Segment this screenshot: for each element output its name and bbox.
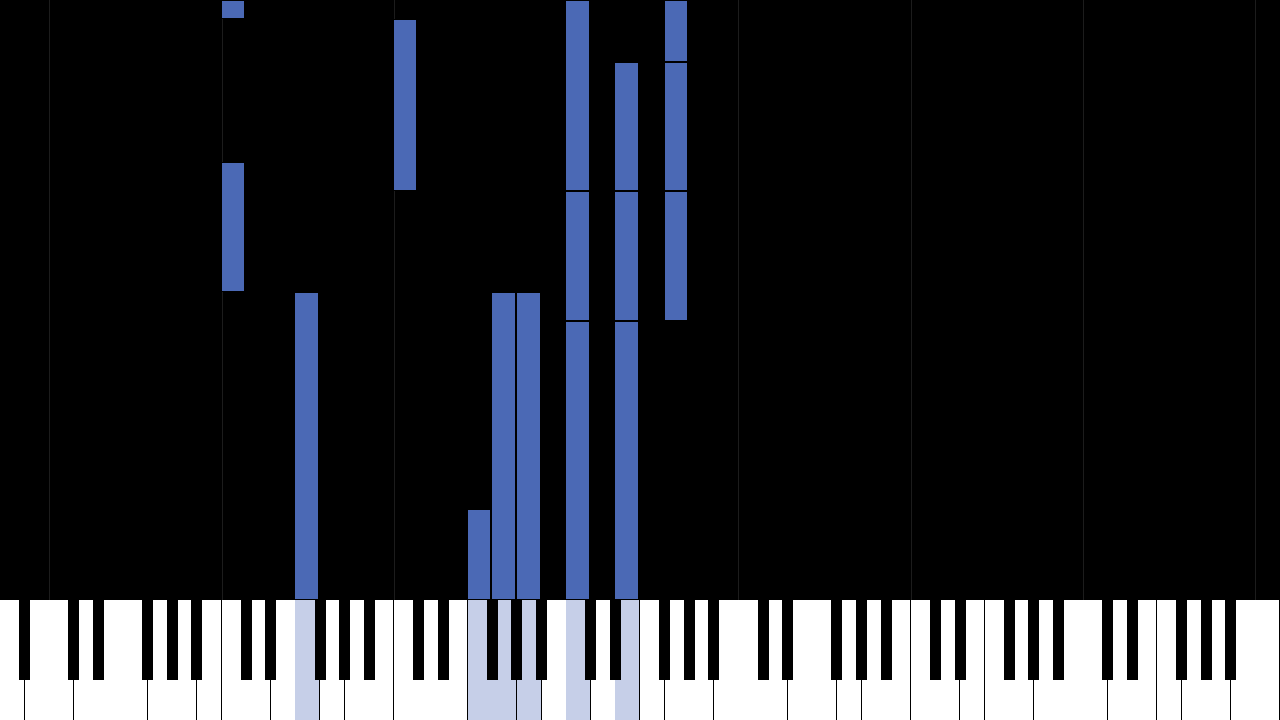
falling-note-c4[interactable]: [565, 321, 590, 600]
black-key-g2-sharp[interactable]: [339, 600, 351, 680]
falling-note-g4[interactable]: [663, 61, 689, 192]
falling-note-g3[interactable]: [491, 291, 516, 600]
piano-keyboard: [0, 600, 1280, 720]
black-key-c7-sharp[interactable]: [1102, 600, 1114, 680]
falling-note-e4[interactable]: [614, 321, 639, 600]
black-key-f6-sharp[interactable]: [1003, 600, 1015, 680]
falling-note-c4[interactable]: [565, 191, 590, 322]
falling-note-g4[interactable]: [663, 191, 689, 322]
black-key-c3-sharp[interactable]: [412, 600, 424, 680]
black-key-c4-sharp[interactable]: [585, 600, 597, 680]
black-key-a4-sharp[interactable]: [708, 600, 720, 680]
black-key-g5-sharp[interactable]: [856, 600, 868, 680]
black-key-f1-sharp[interactable]: [142, 600, 154, 680]
black-key-g3-sharp[interactable]: [511, 600, 523, 680]
black-key-a5-sharp[interactable]: [880, 600, 892, 680]
black-key-c1-sharp[interactable]: [68, 600, 80, 680]
black-key-f3-sharp[interactable]: [486, 600, 498, 680]
black-key-a7-sharp[interactable]: [1225, 600, 1237, 680]
octave-divider: [738, 0, 740, 600]
falling-note-f2[interactable]: [294, 291, 319, 600]
black-key-d2-sharp[interactable]: [265, 600, 277, 680]
octave-divider: [910, 0, 912, 600]
black-key-d7-sharp[interactable]: [1126, 600, 1138, 680]
black-key-g4-sharp[interactable]: [683, 600, 695, 680]
falling-note-f3[interactable]: [466, 509, 492, 600]
falling-note-e4[interactable]: [614, 61, 639, 192]
black-key-f2-sharp[interactable]: [314, 600, 326, 680]
black-key-g7-sharp[interactable]: [1200, 600, 1212, 680]
falling-note-e4[interactable]: [614, 191, 639, 322]
black-key-f4-sharp[interactable]: [659, 600, 671, 680]
black-key-g6-sharp[interactable]: [1028, 600, 1040, 680]
black-key-c5-sharp[interactable]: [757, 600, 769, 680]
octave-divider: [221, 0, 223, 600]
falling-note-c2[interactable]: [220, 0, 246, 20]
white-key-c8[interactable]: [1255, 600, 1280, 720]
falling-note-c4[interactable]: [565, 0, 590, 192]
octave-divider: [1083, 0, 1085, 600]
black-key-d5-sharp[interactable]: [782, 600, 794, 680]
octave-divider: [393, 0, 395, 600]
black-key-d3-sharp[interactable]: [437, 600, 449, 680]
black-key-c2-sharp[interactable]: [240, 600, 252, 680]
falling-note-c3[interactable]: [392, 19, 418, 192]
falling-note-c2[interactable]: [220, 162, 246, 292]
note-roll: [49, 0, 1257, 600]
black-key-d6-sharp[interactable]: [954, 600, 966, 680]
black-key-a3-sharp[interactable]: [536, 600, 548, 680]
black-key-a6-sharp[interactable]: [1052, 600, 1064, 680]
octave-divider: [49, 0, 51, 600]
black-key-a1-sharp[interactable]: [191, 600, 203, 680]
falling-note-a3[interactable]: [515, 291, 541, 600]
black-key-a0-sharp[interactable]: [19, 600, 31, 680]
black-key-g1-sharp[interactable]: [166, 600, 178, 680]
black-key-d1-sharp[interactable]: [92, 600, 104, 680]
black-key-f7-sharp[interactable]: [1176, 600, 1188, 680]
octave-divider: [1255, 0, 1257, 600]
falling-note-g4[interactable]: [663, 0, 689, 62]
black-key-d4-sharp[interactable]: [609, 600, 621, 680]
black-key-c6-sharp[interactable]: [929, 600, 941, 680]
black-key-a2-sharp[interactable]: [363, 600, 375, 680]
black-key-f5-sharp[interactable]: [831, 600, 843, 680]
